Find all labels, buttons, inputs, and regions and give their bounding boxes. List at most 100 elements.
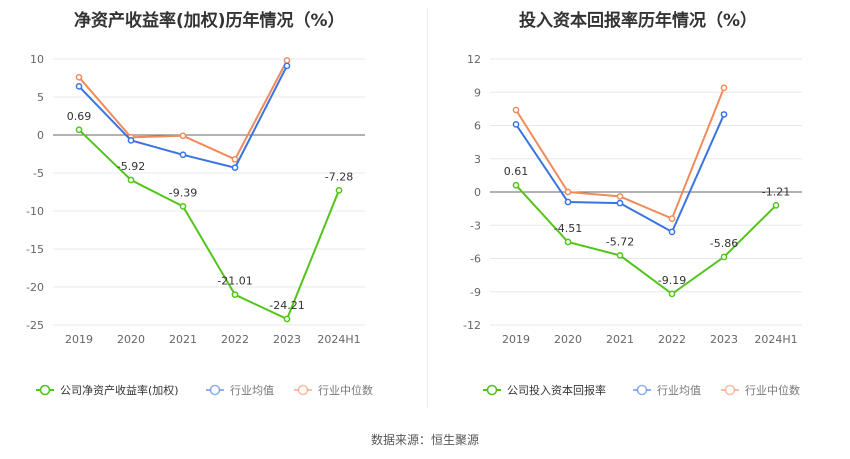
roic-x-tick-label: 2024H1 [754, 333, 797, 346]
roe-company-roe-point[interactable] [231, 291, 239, 299]
roic-x-tick-label: 2023 [710, 333, 738, 346]
data-source-note: 数据来源：恒生聚源 [370, 433, 479, 447]
roic-company-roic-point[interactable] [616, 252, 624, 259]
roe-industry-avg-point[interactable] [179, 151, 187, 159]
roic-company-roic-point[interactable] [720, 253, 728, 261]
legend-label: 公司净资产收益率(加权) [60, 383, 179, 397]
roe-company-roe-point[interactable] [283, 315, 291, 323]
roic-industry-median-point[interactable] [512, 106, 520, 114]
roic-industry-avg-line [515, 113, 725, 234]
roic-y-tick-label: -6 [470, 253, 481, 266]
roe-company-roe-line [78, 129, 340, 321]
roic-data-label: -5.72 [606, 235, 634, 248]
roe-y-tick-label: 10 [30, 53, 44, 66]
roic-industry-avg-point[interactable] [512, 121, 520, 128]
roe-x-tick-label: 2024H1 [317, 333, 360, 346]
roe-company-roe-point[interactable] [335, 186, 343, 194]
roic-data-label: -4.51 [554, 222, 582, 235]
roic-company-roic-point[interactable] [512, 181, 520, 189]
roe-y-tick-label: -25 [26, 319, 44, 332]
roe-industry-avg-point[interactable] [127, 136, 135, 144]
roe-x-tick-label: 2021 [169, 333, 197, 346]
roic-industry-avg-point[interactable] [720, 111, 728, 118]
legend-circle-icon [486, 384, 498, 396]
legend-circle-icon [636, 384, 648, 396]
roe-industry-avg-point[interactable] [283, 62, 291, 70]
legend-label: 行业均值 [230, 384, 274, 397]
roe-y-tick-label: -15 [26, 243, 44, 256]
roic-y-tick-label: 6 [474, 120, 481, 133]
roe-y-tick-label: 0 [37, 129, 44, 142]
roe-x-tick-label: 2023 [273, 333, 301, 346]
roe-legend-item-industry-avg[interactable]: 行业均值 [206, 384, 274, 397]
roic-industry-median-point[interactable] [720, 84, 728, 92]
roic-company-roic-point[interactable] [772, 202, 780, 209]
roic-y-tick-label: -9 [470, 286, 481, 299]
roe-company-roe-point[interactable] [127, 176, 135, 184]
roe-data-label: -24.21 [269, 299, 304, 312]
roic-industry-avg-point[interactable] [668, 228, 676, 236]
roic-industry-avg-point[interactable] [564, 198, 572, 206]
roic-y-tick-label: -12 [463, 319, 481, 332]
roe-industry-avg-point[interactable] [75, 83, 83, 90]
roic-y-tick-label: 3 [474, 153, 481, 166]
roic-chart-title: 投入资本回报率历年情况（%） [519, 11, 758, 31]
roic-legend-item-industry-avg[interactable]: 行业均值 [633, 384, 701, 397]
legend-label: 行业中位数 [745, 383, 800, 397]
roe-x-tick-label: 2020 [117, 333, 145, 346]
roe-y-tick-label: -20 [26, 281, 44, 294]
roe-x-tick-label: 2019 [65, 333, 93, 346]
roe-data-label: -7.28 [325, 170, 353, 183]
panel-divider [427, 8, 428, 408]
roic-company-roic-point[interactable] [564, 238, 572, 246]
roe-industry-median-point[interactable] [179, 132, 187, 140]
roe-y-tick-label: 5 [37, 91, 44, 104]
roic-y-tick-label: 9 [474, 86, 481, 99]
legend-circle-icon [39, 384, 51, 396]
roe-data-label: -9.39 [169, 186, 197, 199]
roe-chart-title: 净资产收益率(加权)历年情况（%） [74, 11, 345, 31]
roic-data-label: 0.61 [504, 165, 529, 178]
roe-industry-median-point[interactable] [75, 73, 83, 81]
roe-chart: 10 5 0 -5 -10 -15 -20 -25 2019 2020 2021 2022 2023 20… [26, 53, 373, 397]
legend-circle-icon [297, 384, 309, 396]
roic-company-roic-line [515, 184, 777, 296]
legend-circle-icon [209, 384, 221, 396]
legend-label: 行业中位数 [318, 383, 373, 397]
roic-industry-median-point[interactable] [668, 215, 676, 222]
roe-y-tick-label: -10 [26, 205, 44, 218]
roic-y-tick-label: 12 [467, 53, 481, 66]
roe-industry-median-point[interactable] [231, 155, 239, 163]
roic-y-tick-label: -3 [470, 219, 481, 232]
roic-data-label: -9.19 [658, 274, 686, 287]
roe-legend-item-industry-median[interactable]: 行业中位数 [294, 383, 373, 397]
roic-data-label: -5.86 [710, 237, 738, 250]
roic-y-tick-label: 0 [474, 186, 481, 199]
roe-y-tick-label: -5 [33, 167, 44, 180]
roic-legend-item-company-roic[interactable]: 公司投入资本回报率 [483, 383, 606, 397]
roe-data-label: -21.01 [217, 275, 252, 288]
roe-industry-avg-point[interactable] [231, 164, 239, 172]
roic-x-tick-label: 2019 [502, 333, 530, 346]
roic-x-tick-label: 2021 [606, 333, 634, 346]
roic-industry-median-point[interactable] [616, 193, 624, 200]
roe-company-roe-point[interactable] [179, 203, 187, 210]
roe-data-label: -5.92 [117, 160, 145, 173]
roe-industry-median-line [78, 60, 288, 161]
roe-legend-item-company-roe[interactable]: 公司净资产收益率(加权) [36, 383, 179, 397]
roic-company-roic-point[interactable] [668, 290, 676, 298]
legend-label: 行业均值 [657, 384, 701, 397]
roe-x-tick-label: 2022 [221, 333, 249, 346]
roic-x-tick-label: 2022 [658, 333, 686, 346]
roic-x-tick-label: 2020 [554, 333, 582, 346]
legend-circle-icon [724, 384, 736, 396]
roe-data-label: 0.69 [67, 110, 92, 123]
roic-chart: 12 9 6 3 0 -3 -6 -9 -12 2019 2020 2021 2022 2023 2024H… [463, 53, 802, 397]
roic-data-label: -1.21 [762, 185, 790, 198]
roic-industry-median-point[interactable] [564, 188, 572, 196]
roe-company-roe-point[interactable] [75, 126, 83, 134]
roic-industry-avg-point[interactable] [616, 199, 624, 207]
roe-industry-median-point[interactable] [283, 57, 291, 64]
roic-legend-item-industry-median[interactable]: 行业中位数 [721, 383, 800, 397]
